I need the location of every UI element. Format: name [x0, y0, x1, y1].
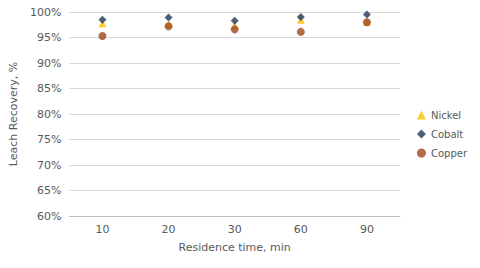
svg-text:100%: 100% [30, 6, 61, 19]
svg-text:65%: 65% [37, 184, 61, 197]
svg-text:85%: 85% [37, 82, 61, 95]
svg-text:10: 10 [95, 223, 109, 236]
svg-text:80%: 80% [37, 108, 61, 121]
svg-text:20: 20 [162, 223, 176, 236]
svg-text:Copper: Copper [431, 148, 468, 159]
svg-text:60: 60 [294, 223, 308, 236]
svg-text:75%: 75% [37, 133, 61, 146]
svg-text:Residence time, min: Residence time, min [179, 241, 291, 254]
svg-text:Leach Recovery, %: Leach Recovery, % [7, 62, 20, 166]
svg-text:90: 90 [360, 223, 374, 236]
svg-text:Nickel: Nickel [431, 110, 461, 121]
svg-text:70%: 70% [37, 159, 61, 172]
svg-text:60%: 60% [37, 210, 61, 223]
svg-text:95%: 95% [37, 31, 61, 44]
svg-text:Cobalt: Cobalt [431, 129, 463, 140]
svg-text:90%: 90% [37, 57, 61, 70]
svg-text:30: 30 [228, 223, 242, 236]
